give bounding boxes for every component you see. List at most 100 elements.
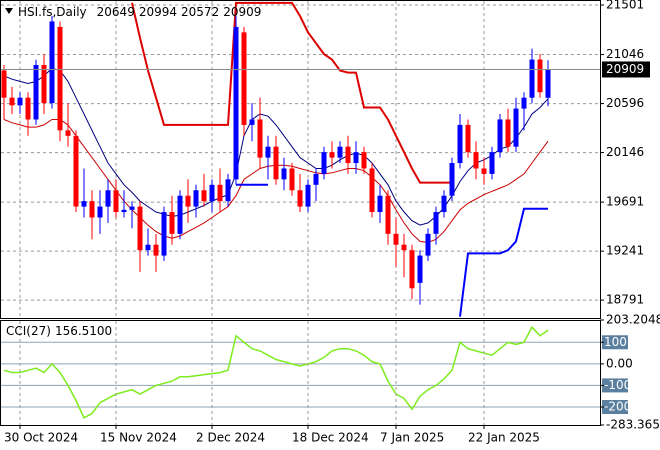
candle-body — [321, 152, 327, 174]
indicator-line — [236, 183, 548, 317]
candle-body — [217, 184, 223, 202]
cci-value: 156.5100 — [55, 324, 112, 338]
candle-body — [137, 206, 143, 251]
candle-body — [185, 195, 191, 207]
candle-body — [361, 152, 367, 169]
candle-body — [161, 212, 167, 256]
candle-body — [81, 201, 87, 207]
y-tick-label: 21501 — [606, 0, 644, 12]
ohlc-low: 20572 — [181, 5, 219, 19]
candle-body — [521, 97, 527, 109]
candle-body — [33, 65, 39, 120]
main-panel — [0, 0, 601, 319]
candle-body — [257, 119, 263, 158]
candle-body — [385, 195, 391, 234]
candle-body — [409, 250, 415, 289]
candle-body — [249, 119, 255, 125]
x-tick-label: 15 Nov 2024 — [100, 431, 177, 445]
cci-title: CCI(27) 156.5100 — [6, 324, 112, 338]
candle-body — [273, 146, 279, 180]
candle-body — [481, 168, 487, 174]
candle-body — [9, 97, 15, 106]
x-tick-label: 7 Jan 2025 — [380, 431, 444, 445]
x-tick-label: 18 Dec 2024 — [292, 431, 369, 445]
candle-body — [65, 130, 71, 136]
candle-body — [513, 108, 519, 147]
candle-body — [289, 168, 295, 191]
candle-body — [73, 135, 79, 207]
candle-body — [177, 195, 183, 234]
y-tick-label: 0.00 — [606, 356, 633, 370]
candle-body — [97, 206, 103, 218]
candle-body — [121, 209, 127, 213]
candle-body — [193, 190, 199, 207]
candle-body — [169, 212, 175, 234]
candle-body — [425, 233, 431, 256]
candle-body — [441, 195, 447, 213]
candle-body — [457, 124, 463, 164]
candle-body — [401, 244, 407, 251]
y-tick-label: 20146 — [606, 145, 644, 159]
cci-name: CCI(27) — [6, 324, 51, 338]
candle-body — [145, 244, 151, 251]
candle-body — [41, 65, 47, 104]
y-tick-label: -100 — [604, 378, 631, 392]
y-tick-label: 20596 — [606, 96, 644, 110]
x-tick-label: 2 Dec 2024 — [196, 431, 265, 445]
cci-panel — [0, 320, 601, 426]
candle-body — [153, 244, 159, 256]
y-tick-label: 203.2048 — [606, 313, 660, 327]
candle-body — [49, 21, 55, 104]
level-label-box — [602, 335, 628, 350]
candle-body — [105, 190, 111, 207]
candle-body — [505, 119, 511, 147]
candle-body — [337, 146, 343, 158]
indicator-line — [3, 67, 549, 226]
candle-body — [417, 255, 423, 283]
candle-body — [529, 59, 535, 98]
candle-body — [209, 184, 215, 202]
candle-body — [369, 168, 375, 213]
candle-body — [345, 146, 351, 164]
candle-body — [377, 195, 383, 213]
y-tick-label: 21046 — [606, 47, 644, 61]
candle-body — [489, 152, 495, 174]
menu-arrow — [5, 8, 13, 14]
candle-body — [449, 163, 455, 196]
candle-body — [329, 152, 335, 158]
candle-body — [1, 70, 7, 98]
symbol: HSI.fs,Daily — [18, 5, 87, 19]
candle-body — [89, 201, 95, 218]
candle-body — [497, 119, 503, 153]
candle-body — [225, 179, 231, 202]
candle-body — [129, 206, 135, 210]
cci-line — [3, 325, 549, 419]
candle-body — [233, 26, 239, 180]
candle-body — [281, 168, 287, 180]
candle-body — [433, 212, 439, 234]
candle-body — [201, 190, 207, 202]
candle-body — [305, 184, 311, 207]
candle-body — [241, 32, 247, 125]
y-tick-label: -283.365 — [606, 418, 660, 432]
level-label-box — [602, 378, 628, 393]
y-tick-label: -200 — [604, 400, 631, 414]
last-price-label: 20909 — [606, 62, 644, 76]
candle-body — [313, 173, 319, 185]
x-tick-label: 22 Jan 2025 — [468, 431, 540, 445]
ohlc-high: 20994 — [139, 5, 177, 19]
chart-title: HSI.fs,Daily 20649 20994 20572 20909 — [18, 5, 261, 19]
last-price-box — [602, 61, 650, 78]
candle-body — [545, 69, 551, 98]
candle-body — [17, 97, 23, 106]
candle-body — [25, 97, 31, 120]
y-tick-label: 18791 — [606, 293, 644, 307]
candle-body — [465, 124, 471, 153]
candle-body — [265, 146, 271, 158]
x-tick-label: 30 Oct 2024 — [4, 431, 78, 445]
ohlc-close: 20909 — [223, 5, 261, 19]
candle-body — [297, 190, 303, 207]
candle-body — [57, 26, 63, 131]
